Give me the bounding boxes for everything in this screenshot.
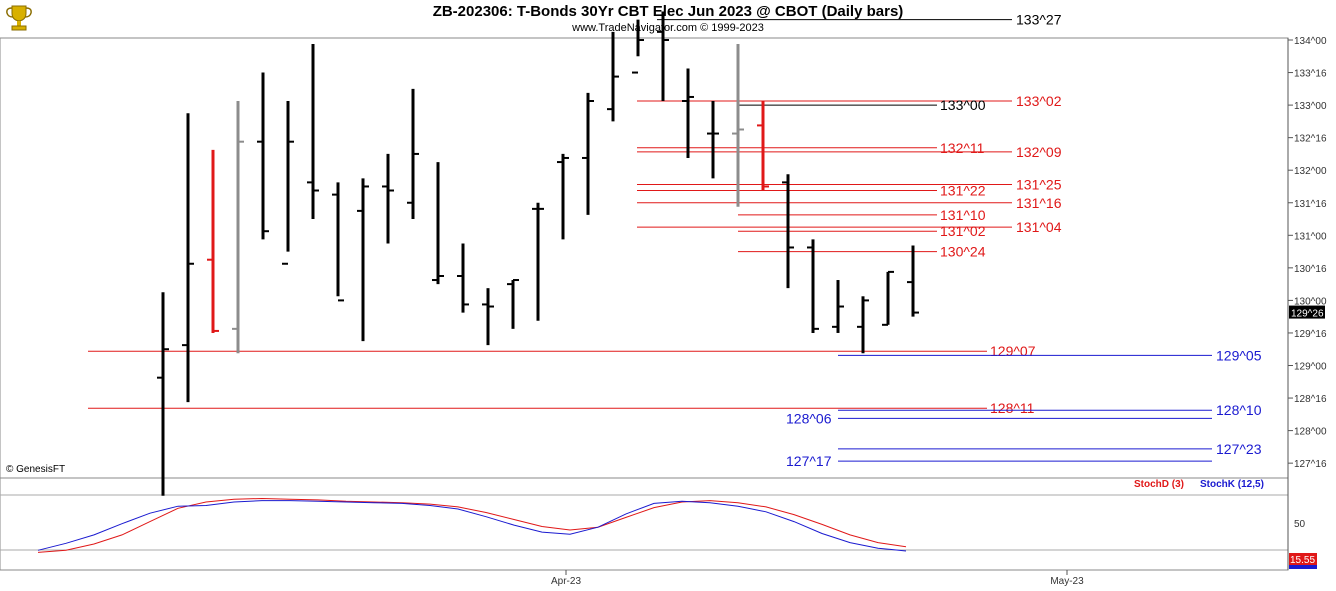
chart-subtitle: www.TradeNavigator.com © 1999-2023 xyxy=(572,22,764,34)
y-tick-label: 130^00 xyxy=(1294,296,1327,307)
ohlc-bar xyxy=(732,44,744,207)
ohlc-bar xyxy=(882,270,894,326)
last-price-badge xyxy=(1289,305,1325,319)
ohlc-bar xyxy=(507,279,519,329)
stoch-y-tick-label: 50 xyxy=(1294,519,1306,530)
stoch-d-line xyxy=(37,497,907,553)
ohlc-bar xyxy=(257,72,269,240)
level-label: 131^04 xyxy=(1016,219,1062,235)
y-tick-label: 132^00 xyxy=(1294,166,1327,177)
ohlc-bar xyxy=(382,153,394,244)
ohlc-bar xyxy=(357,178,369,342)
x-tick-label: Apr-23 xyxy=(551,576,581,587)
ohlc-bar xyxy=(582,92,594,215)
ohlc-bar xyxy=(707,100,719,179)
level-label: 127^17 xyxy=(786,453,832,469)
ohlc-bar xyxy=(157,292,169,496)
level-label: 129^05 xyxy=(1216,347,1262,363)
ohlc-bar xyxy=(332,182,344,302)
ohlc-bar xyxy=(407,88,419,220)
ohlc-bar xyxy=(632,19,644,74)
ohlc-bar xyxy=(432,162,444,285)
level-label: 132^11 xyxy=(940,140,985,156)
y-tick-label: 128^16 xyxy=(1294,394,1327,405)
level-label: 128^11 xyxy=(990,400,1035,416)
trophy-icon xyxy=(3,3,35,33)
level-label: 129^07 xyxy=(990,343,1036,359)
ohlc-bar xyxy=(607,31,619,122)
ohlc-bar xyxy=(532,202,544,321)
level-label: 128^10 xyxy=(1216,402,1262,418)
level-label: 131^16 xyxy=(1016,195,1062,211)
ohlc-bar xyxy=(782,174,794,289)
ohlc-bar xyxy=(307,44,319,220)
y-tick-label: 127^16 xyxy=(1294,459,1327,470)
ohlc-bar xyxy=(807,239,819,333)
legend-stoch-d: StochD (3) xyxy=(1134,479,1184,490)
stoch-last-badge-k xyxy=(1289,565,1317,569)
y-tick-label: 131^00 xyxy=(1294,231,1327,242)
y-tick-label: 134^00 xyxy=(1294,36,1327,47)
y-tick-label: 131^16 xyxy=(1294,199,1327,210)
ohlc-bar xyxy=(232,100,244,354)
ohlc-bar xyxy=(682,68,694,158)
ohlc-bar xyxy=(757,100,769,191)
ohlc-bar xyxy=(207,149,219,333)
level-label: 130^24 xyxy=(940,244,986,260)
stoch-last-badge xyxy=(1289,553,1317,565)
level-label: 128^06 xyxy=(786,410,832,426)
ohlc-bar xyxy=(282,100,294,265)
ohlc-bar xyxy=(857,296,869,354)
level-label: 131^25 xyxy=(1016,176,1062,192)
level-label: 133^02 xyxy=(1016,93,1062,109)
ohlc-bar xyxy=(907,245,919,317)
y-tick-label: 133^00 xyxy=(1294,101,1327,112)
y-tick-label: 128^00 xyxy=(1294,427,1327,438)
level-label: 133^27 xyxy=(1016,12,1062,28)
last-price-label: 129^26 xyxy=(1291,309,1324,320)
ohlc-bar xyxy=(182,113,194,403)
legend-stoch-k: StochK (12,5) xyxy=(1200,479,1264,490)
level-label: 131^10 xyxy=(940,207,986,223)
level-label: 127^23 xyxy=(1216,441,1262,457)
level-label: 132^09 xyxy=(1016,144,1062,160)
y-tick-label: 132^16 xyxy=(1294,134,1327,145)
level-label: 131^22 xyxy=(940,183,986,199)
level-label: 133^00 xyxy=(940,97,986,113)
y-tick-label: 129^00 xyxy=(1294,362,1327,373)
x-tick-label: May-23 xyxy=(1050,576,1084,587)
chart-title: ZB-202306: T-Bonds 30Yr CBT Elec Jun 202… xyxy=(432,3,904,20)
level-label: 131^02 xyxy=(940,223,986,239)
ohlc-bar xyxy=(657,11,669,101)
chart-header: ZB-202306: T-Bonds 30Yr CBT Elec Jun 202… xyxy=(0,0,1336,38)
y-tick-label: 129^16 xyxy=(1294,329,1327,340)
ohlc-bar xyxy=(457,243,469,313)
ohlc-bar xyxy=(832,280,844,333)
ohlc-bar xyxy=(557,153,569,240)
copyright-label: © GenesisFT xyxy=(6,464,65,475)
stoch-last-label: 15.55 xyxy=(1290,555,1315,566)
ohlc-bar xyxy=(482,288,494,346)
y-tick-label: 130^16 xyxy=(1294,264,1327,275)
stoch-k-line xyxy=(37,500,907,552)
y-tick-label: 133^16 xyxy=(1294,69,1327,80)
